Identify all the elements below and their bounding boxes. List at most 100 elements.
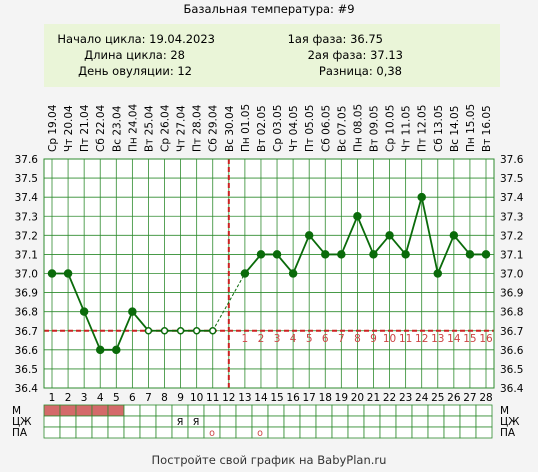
marker-cell[interactable] (75, 426, 93, 439)
marker-cell[interactable] (411, 404, 429, 417)
marker-cell[interactable] (299, 404, 317, 417)
marker-cell[interactable] (123, 404, 141, 417)
marker-cell[interactable] (347, 404, 365, 417)
marker-cell[interactable] (347, 415, 365, 428)
marker-cell[interactable] (139, 415, 157, 428)
data-point (401, 250, 410, 259)
x-top-label: Ср 10.05 (385, 105, 397, 152)
marker-cell[interactable] (219, 404, 237, 417)
y-tick-label-right: 37.4 (500, 192, 524, 204)
marker-cell[interactable] (283, 404, 301, 417)
marker-cell[interactable] (171, 426, 189, 439)
marker-cell[interactable] (379, 404, 397, 417)
marker-cell[interactable] (395, 404, 413, 417)
y-tick-label-right: 36.5 (500, 364, 523, 376)
marker-cell[interactable] (283, 426, 301, 439)
marker-cell[interactable] (379, 415, 397, 428)
marker-cell[interactable] (395, 415, 413, 428)
marker-cell[interactable] (395, 426, 413, 439)
marker-cell[interactable] (75, 404, 93, 417)
marker-cell[interactable] (411, 426, 429, 439)
marker-cell[interactable] (379, 426, 397, 439)
marker-cell[interactable] (267, 404, 285, 417)
marker-cell[interactable] (91, 415, 109, 428)
marker-cell[interactable] (459, 426, 477, 439)
marker-cell[interactable] (107, 404, 125, 417)
x-day-number: 23 (399, 392, 412, 404)
marker-cell[interactable] (331, 404, 349, 417)
marker-cell[interactable] (315, 415, 333, 428)
marker-cell[interactable] (235, 426, 253, 439)
marker-cell[interactable] (187, 426, 205, 439)
marker-cell[interactable] (315, 404, 333, 417)
marker-cell[interactable] (91, 426, 109, 439)
marker-cell[interactable] (411, 415, 429, 428)
marker-cell[interactable] (123, 415, 141, 428)
marker-cell[interactable] (139, 404, 157, 417)
x-top-label: Вт 02.05 (256, 105, 268, 152)
marker-cell[interactable] (235, 415, 253, 428)
marker-cell[interactable] (59, 404, 77, 417)
footer-text: Постройте свой график на BabyPlan.ru (152, 453, 387, 467)
marker-cell[interactable] (155, 415, 173, 428)
marker-cell[interactable] (171, 404, 189, 417)
marker-cell[interactable] (363, 404, 381, 417)
marker-cell[interactable] (347, 426, 365, 439)
difference: Разница: 0,38 (319, 64, 402, 78)
marker-cell[interactable] (59, 415, 77, 428)
y-tick-label-right: 36.8 (500, 307, 523, 319)
phase1: 1ая фаза: 36.75 (288, 32, 383, 46)
marker-cell[interactable] (475, 426, 493, 439)
marker-cell[interactable] (267, 426, 285, 439)
data-point (79, 307, 89, 316)
marker-cell[interactable] (187, 404, 205, 417)
marker-cell[interactable] (43, 426, 61, 439)
marker-cell[interactable] (459, 404, 477, 417)
marker-cell[interactable] (219, 415, 237, 428)
marker-cell[interactable] (251, 404, 269, 417)
marker-cell[interactable] (443, 404, 461, 417)
marker-cell[interactable] (315, 426, 333, 439)
marker-cell[interactable] (363, 426, 381, 439)
marker-cell[interactable] (443, 415, 461, 428)
marker-cell[interactable] (91, 404, 109, 417)
cm-mark: Я (193, 417, 200, 428)
x-day-number: 4 (97, 392, 104, 404)
marker-cell[interactable] (331, 415, 349, 428)
marker-cell[interactable] (139, 426, 157, 439)
marker-cell[interactable] (267, 415, 285, 428)
y-tick-label-left: 37.0 (15, 269, 38, 281)
marker-cell[interactable] (107, 426, 125, 439)
marker-cell[interactable] (427, 404, 445, 417)
marker-cell[interactable] (155, 426, 173, 439)
marker-cell[interactable] (235, 404, 253, 417)
marker-cell[interactable] (427, 415, 445, 428)
marker-cell[interactable] (283, 415, 301, 428)
marker-cell[interactable] (251, 415, 269, 428)
luteal-day-label: 10 (383, 333, 396, 345)
x-day-number: 17 (302, 392, 315, 404)
marker-cell[interactable] (363, 415, 381, 428)
marker-cell[interactable] (299, 415, 317, 428)
marker-cell[interactable] (331, 426, 349, 439)
marker-cell[interactable] (43, 404, 61, 417)
marker-cell[interactable] (443, 426, 461, 439)
marker-cell[interactable] (459, 415, 477, 428)
marker-cell[interactable] (475, 404, 493, 417)
marker-cell[interactable] (475, 415, 493, 428)
data-point (112, 345, 121, 355)
marker-cell[interactable] (203, 415, 221, 428)
marker-cell[interactable] (155, 404, 173, 417)
marker-cell[interactable] (299, 426, 317, 439)
marker-cell[interactable] (43, 415, 61, 428)
marker-cell[interactable] (59, 426, 77, 439)
data-point (208, 327, 217, 335)
marker-cell[interactable] (427, 426, 445, 439)
marker-cell[interactable] (75, 415, 93, 428)
marker-cell[interactable] (219, 426, 237, 439)
marker-cell[interactable] (203, 404, 221, 417)
marker-cell[interactable] (123, 426, 141, 439)
marker-cell[interactable] (107, 415, 125, 428)
